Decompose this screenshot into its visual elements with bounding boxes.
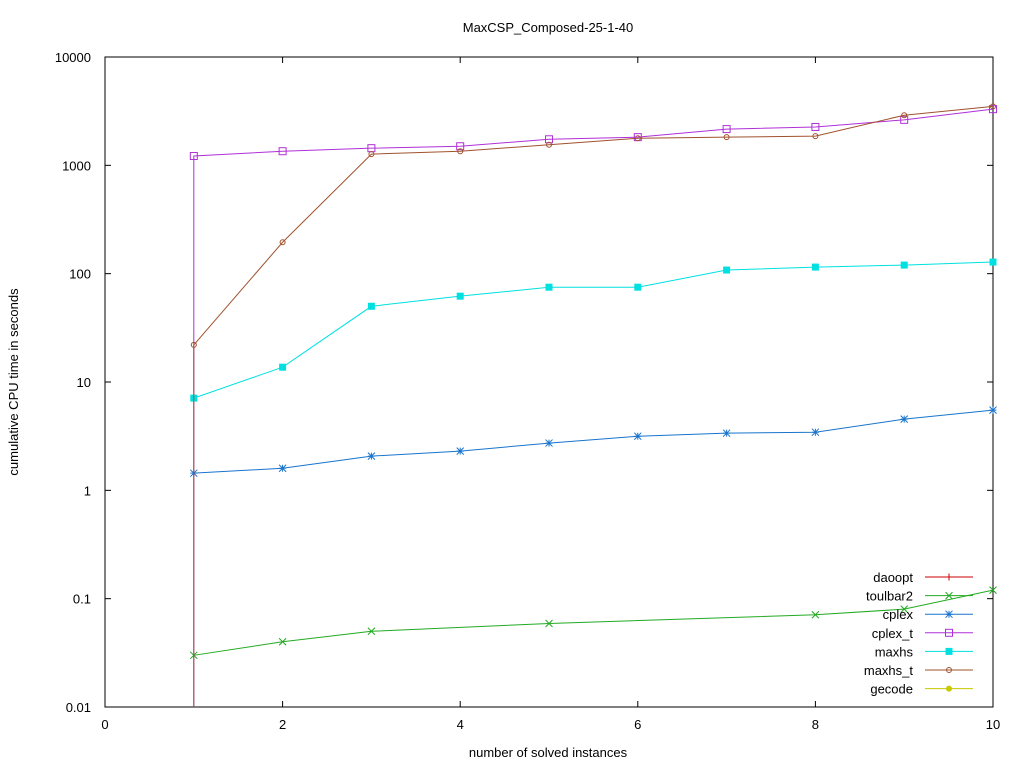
series-line-cplex_t bbox=[193, 108, 994, 707]
x-tick-label: 10 bbox=[986, 717, 1000, 732]
series-line-maxhs_t bbox=[193, 105, 994, 707]
star-marker bbox=[367, 452, 376, 460]
legend-label: gecode bbox=[870, 682, 913, 697]
legend-item-maxhs bbox=[925, 647, 973, 655]
series-line-cplex bbox=[193, 409, 994, 474]
legend-label: maxhs bbox=[875, 644, 914, 659]
chart-title: MaxCSP_Composed-25-1-40 bbox=[463, 20, 634, 35]
filled-square-marker bbox=[945, 647, 953, 655]
x-marker bbox=[811, 610, 820, 619]
x-axis-label: number of solved instances bbox=[469, 745, 628, 760]
circle-marker bbox=[723, 134, 730, 141]
x-marker bbox=[367, 627, 376, 636]
star-marker bbox=[811, 428, 820, 437]
filled-square-marker bbox=[634, 283, 642, 291]
star-marker bbox=[722, 429, 731, 438]
filled-square-marker bbox=[545, 283, 553, 291]
circle-marker bbox=[990, 103, 996, 110]
square-marker bbox=[545, 135, 553, 144]
series-toulbar2 bbox=[189, 586, 997, 660]
star-marker bbox=[900, 415, 909, 424]
legend-item-daoopt bbox=[925, 573, 973, 581]
x-marker bbox=[545, 619, 553, 628]
square-marker bbox=[722, 125, 731, 134]
x-marker bbox=[989, 586, 997, 594]
legend-item-gecode bbox=[925, 685, 973, 692]
circle-marker bbox=[457, 148, 464, 155]
y-axis-label: cumulative CPU time in seconds bbox=[6, 288, 21, 476]
star-marker bbox=[633, 432, 642, 441]
square-marker bbox=[811, 122, 820, 131]
series-cplex bbox=[189, 406, 997, 478]
x-marker bbox=[278, 637, 287, 646]
plus-marker bbox=[945, 573, 953, 581]
x-tick-label: 4 bbox=[457, 717, 464, 732]
legend-item-cplex bbox=[925, 610, 973, 619]
legend-label: maxhs_t bbox=[864, 663, 914, 678]
circle-marker bbox=[901, 112, 908, 119]
filled-square-marker bbox=[723, 266, 731, 274]
filled-square-marker bbox=[989, 258, 997, 266]
legend-label: toulbar2 bbox=[866, 589, 913, 604]
circle-marker bbox=[190, 341, 197, 348]
y-tick-label: 10000 bbox=[55, 50, 91, 65]
circle-marker bbox=[634, 135, 641, 142]
x-marker bbox=[900, 605, 909, 614]
circle-marker bbox=[279, 239, 286, 246]
x-tick-label: 0 bbox=[101, 717, 108, 732]
square-marker bbox=[989, 105, 997, 114]
series-maxhs_t bbox=[190, 103, 996, 707]
circle-marker bbox=[946, 667, 952, 673]
x-tick-label: 6 bbox=[634, 717, 641, 732]
y-tick-label: 1 bbox=[84, 483, 91, 498]
legend-label: cplex_t bbox=[872, 626, 914, 641]
filled-circle-marker bbox=[946, 685, 952, 692]
plot-frame bbox=[104, 56, 994, 708]
square-marker bbox=[189, 151, 198, 160]
series-cplex_t bbox=[189, 105, 997, 707]
star-marker bbox=[989, 406, 997, 414]
legend-item-cplex_t bbox=[925, 628, 973, 637]
star-marker bbox=[945, 610, 953, 619]
square-marker bbox=[945, 628, 953, 637]
circle-marker bbox=[368, 151, 375, 158]
legend-label: daoopt bbox=[873, 570, 913, 585]
y-tick-label: 10 bbox=[77, 375, 91, 390]
star-marker bbox=[545, 439, 553, 447]
star-marker bbox=[278, 464, 287, 473]
star-marker bbox=[456, 447, 465, 455]
y-tick-label: 100 bbox=[69, 267, 91, 282]
square-marker bbox=[278, 147, 287, 156]
filled-square-marker bbox=[900, 261, 908, 269]
filled-square-marker bbox=[811, 263, 819, 271]
filled-square-marker bbox=[279, 363, 287, 371]
y-tick-label: 1000 bbox=[62, 158, 91, 173]
y-tick-label: 0.1 bbox=[73, 592, 91, 607]
filled-square-marker bbox=[456, 292, 464, 300]
x-marker bbox=[945, 591, 953, 600]
x-tick-label: 2 bbox=[279, 717, 286, 732]
circle-marker bbox=[812, 133, 819, 140]
square-marker bbox=[456, 142, 465, 151]
square-marker bbox=[900, 115, 909, 124]
filled-square-marker bbox=[367, 302, 375, 310]
y-tick-label: 0.01 bbox=[66, 700, 91, 715]
series-maxhs bbox=[190, 258, 997, 402]
legend-item-toulbar2 bbox=[925, 591, 973, 600]
legend-item-maxhs_t bbox=[925, 667, 973, 673]
circle-marker bbox=[546, 141, 552, 148]
legend-label: cplex bbox=[883, 607, 914, 622]
x-tick-label: 8 bbox=[812, 717, 819, 732]
series-line-maxhs bbox=[193, 261, 994, 399]
